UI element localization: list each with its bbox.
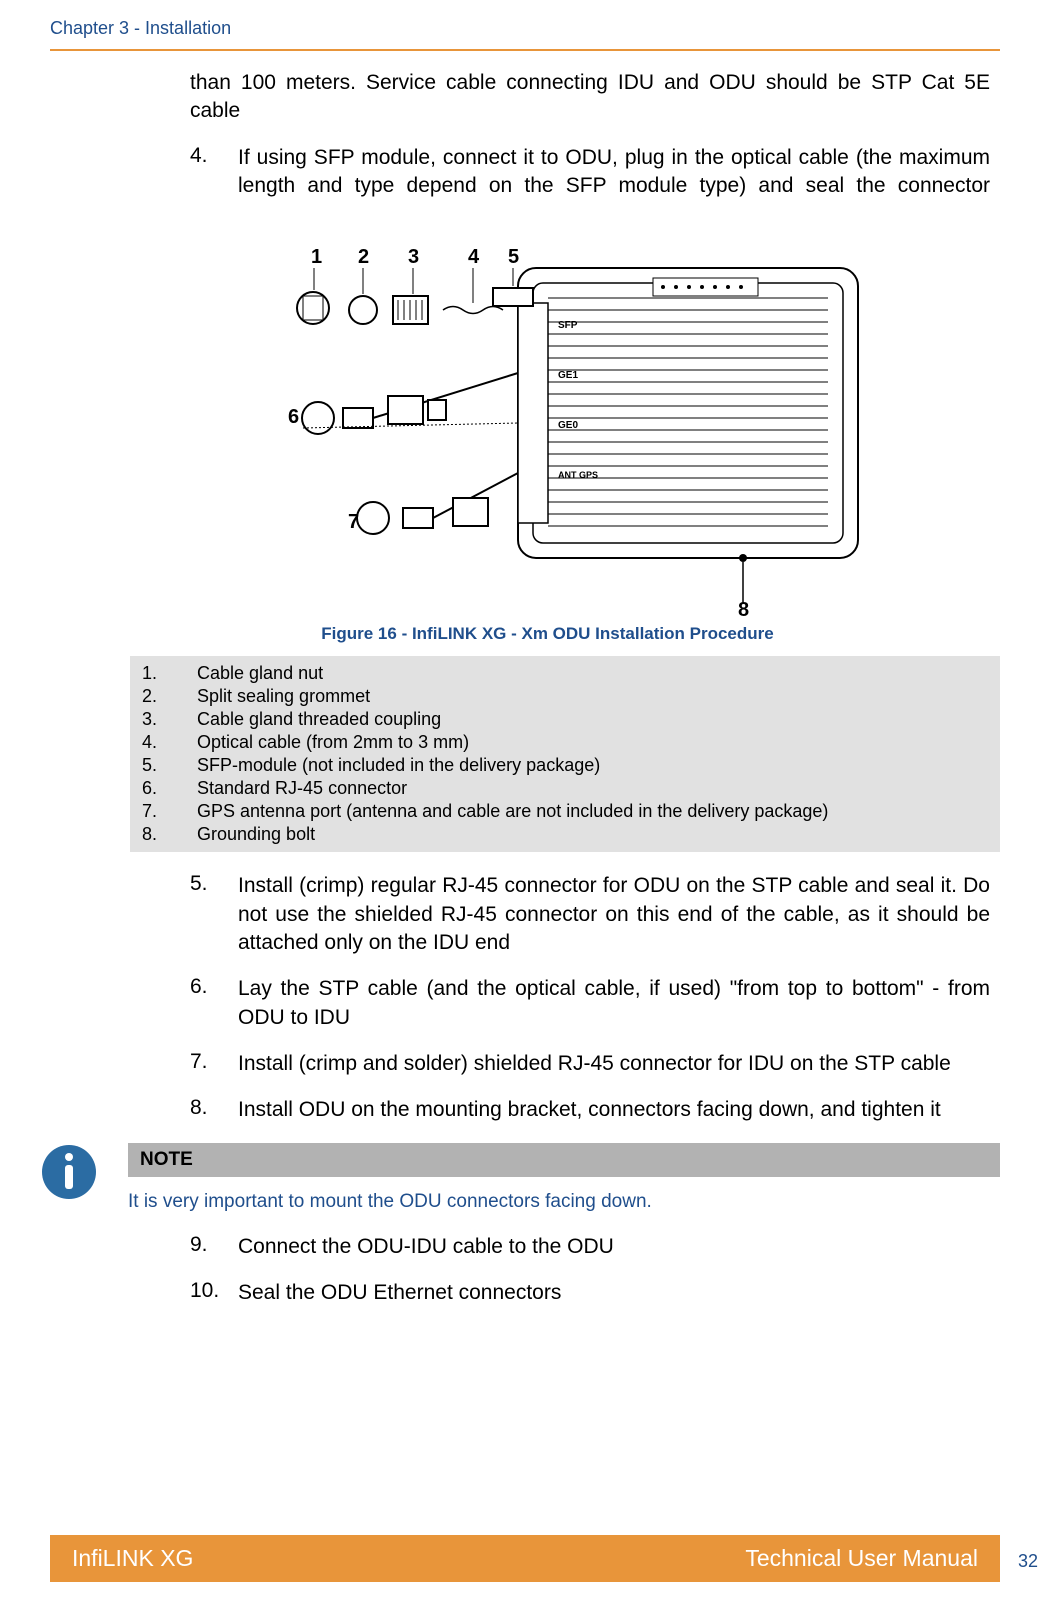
odu-diagram: SFP GE1 GE0 ANT GPS — [208, 218, 888, 618]
list-text: Install ODU on the mounting bracket, con… — [238, 1096, 990, 1124]
parts-label: Split sealing grommet — [197, 686, 370, 707]
table-row: 8. Grounding bolt — [130, 823, 1000, 846]
svg-text:GE1: GE1 — [558, 370, 578, 381]
svg-text:3: 3 — [408, 246, 419, 268]
footer-left: InfiLINK XG — [72, 1545, 193, 1572]
footer-bar: InfiLINK XG Technical User Manual — [50, 1535, 1000, 1582]
table-row: 3. Cable gland threaded coupling — [130, 708, 1000, 731]
svg-text:6: 6 — [288, 406, 299, 428]
list-number: 10. — [190, 1279, 238, 1307]
parts-label: Cable gland nut — [197, 663, 323, 684]
svg-text:2: 2 — [358, 246, 369, 268]
intro-text: than 100 meters. Service cable connectin… — [190, 69, 990, 126]
note-text: It is very important to mount the ODU co… — [128, 1177, 1000, 1213]
list-item: 10. Seal the ODU Ethernet connectors — [190, 1279, 990, 1307]
table-row: 6. Standard RJ-45 connector — [130, 777, 1000, 800]
parts-num: 1. — [142, 663, 197, 684]
list-item: 5. Install (crimp) regular RJ-45 connect… — [190, 872, 990, 957]
list-text: If using SFP module, connect it to ODU, … — [238, 144, 990, 201]
list-number: 5. — [190, 872, 238, 957]
footer: InfiLINK XG Technical User Manual 32 — [0, 1535, 1050, 1582]
list-third: 9. Connect the ODU-IDU cable to the ODU … — [105, 1233, 990, 1308]
list-second: 5. Install (crimp) regular RJ-45 connect… — [105, 872, 990, 1124]
svg-text:1: 1 — [311, 246, 322, 268]
parts-label: SFP-module (not included in the delivery… — [197, 755, 600, 776]
parts-num: 3. — [142, 709, 197, 730]
page-number: 32 — [1018, 1551, 1038, 1572]
list-item: 4. If using SFP module, connect it to OD… — [190, 144, 990, 201]
list-item: 7. Install (crimp and solder) shielded R… — [190, 1050, 990, 1078]
parts-num: 7. — [142, 801, 197, 822]
list-text: Connect the ODU-IDU cable to the ODU — [238, 1233, 990, 1261]
list-number: 8. — [190, 1096, 238, 1124]
svg-text:8: 8 — [738, 599, 749, 618]
parts-num: 4. — [142, 732, 197, 753]
svg-text:7: 7 — [348, 511, 359, 533]
table-row: 4. Optical cable (from 2mm to 3 mm) — [130, 731, 1000, 754]
parts-num: 2. — [142, 686, 197, 707]
list-item: 9. Connect the ODU-IDU cable to the ODU — [190, 1233, 990, 1261]
list-text: Seal the ODU Ethernet connectors — [238, 1279, 990, 1307]
svg-text:4: 4 — [468, 246, 480, 268]
parts-num: 8. — [142, 824, 197, 845]
table-row: 5. SFP-module (not included in the deliv… — [130, 754, 1000, 777]
svg-text:GE0: GE0 — [558, 420, 578, 431]
parts-label: Grounding bolt — [197, 824, 315, 845]
parts-label: GPS antenna port (antenna and cable are … — [197, 801, 828, 822]
svg-text:ANT GPS: ANT GPS — [558, 470, 598, 480]
parts-num: 5. — [142, 755, 197, 776]
list-first: 4. If using SFP module, connect it to OD… — [105, 144, 990, 201]
parts-label: Cable gland threaded coupling — [197, 709, 441, 730]
list-item: 6. Lay the STP cable (and the optical ca… — [190, 975, 990, 1032]
svg-text:SFP: SFP — [558, 320, 578, 331]
figure-caption: Figure 16 - InfiLINK XG - Xm ODU Install… — [105, 624, 990, 644]
note-content: NOTE It is very important to mount the O… — [128, 1143, 1000, 1213]
footer-right: Technical User Manual — [745, 1545, 978, 1572]
note-block: NOTE It is very important to mount the O… — [40, 1143, 1000, 1213]
list-number: 4. — [190, 144, 238, 201]
list-item: 8. Install ODU on the mounting bracket, … — [190, 1096, 990, 1124]
info-icon — [40, 1143, 100, 1206]
table-row: 7. GPS antenna port (antenna and cable a… — [130, 800, 1000, 823]
list-text: Install (crimp and solder) shielded RJ-4… — [238, 1050, 990, 1078]
svg-text:5: 5 — [508, 246, 519, 268]
parts-label: Optical cable (from 2mm to 3 mm) — [197, 732, 469, 753]
page-header: Chapter 3 - Installation — [0, 0, 1050, 39]
list-number: 7. — [190, 1050, 238, 1078]
parts-label: Standard RJ-45 connector — [197, 778, 407, 799]
list-text: Install (crimp) regular RJ-45 connector … — [238, 872, 990, 957]
list-number: 9. — [190, 1233, 238, 1261]
note-header: NOTE — [128, 1143, 1000, 1177]
list-text: Lay the STP cable (and the optical cable… — [238, 975, 990, 1032]
list-number: 6. — [190, 975, 238, 1032]
parts-table: 1. Cable gland nut 2. Split sealing grom… — [130, 656, 1000, 852]
parts-num: 6. — [142, 778, 197, 799]
table-row: 2. Split sealing grommet — [130, 685, 1000, 708]
table-row: 1. Cable gland nut — [130, 662, 1000, 685]
content-area: than 100 meters. Service cable connectin… — [0, 51, 1050, 644]
figure-block: SFP GE1 GE0 ANT GPS — [105, 218, 990, 644]
